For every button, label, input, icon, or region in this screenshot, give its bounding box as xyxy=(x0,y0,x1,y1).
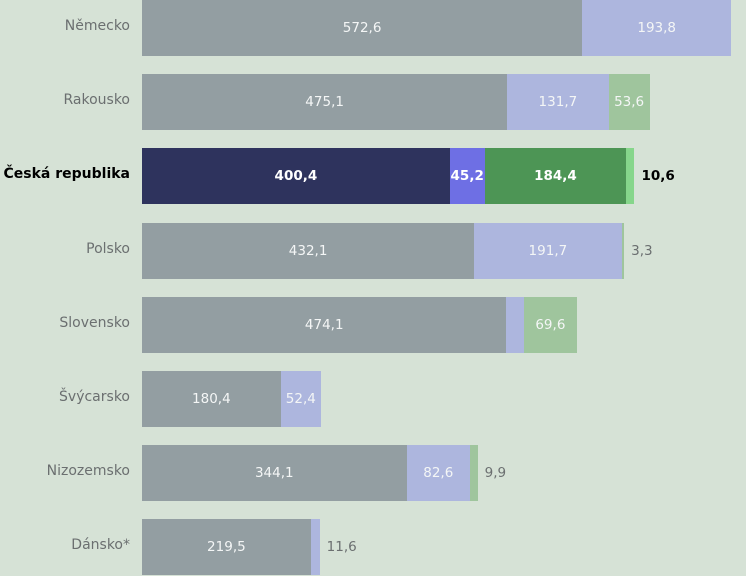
category-label-rakousko: Rakousko xyxy=(63,92,130,109)
value-label-slovensko-seg1: 474,1 xyxy=(304,316,344,333)
category-label-slovensko: Slovensko xyxy=(59,314,130,331)
bar-nizozemsko-seg2 xyxy=(406,445,471,502)
category-label-ceska-republika: Česká republika xyxy=(3,166,131,183)
value-label-rakousko-seg1: 475,1 xyxy=(305,94,344,111)
category-label-polsko: Polsko xyxy=(86,240,130,257)
value-label-ceska-republika-seg4: 10,6 xyxy=(641,168,675,185)
bar-slovensko-seg1 xyxy=(142,296,507,353)
value-label-svycarsko-seg2: 52,4 xyxy=(285,391,316,407)
bar-ceska-republika-seg3 xyxy=(484,148,627,205)
bar-slovensko-seg3 xyxy=(523,296,578,353)
bar-svycarsko-seg1 xyxy=(142,371,281,427)
bar-rakousko-seg1 xyxy=(142,74,508,131)
bar-nemecko-seg1 xyxy=(142,0,583,56)
value-label-rakousko-seg2: 131,7 xyxy=(538,94,578,111)
value-label-polsko-seg2: 191,7 xyxy=(528,242,568,259)
bar-ceska-republika-seg4 xyxy=(626,148,635,205)
value-label-nizozemsko-seg3: 9,9 xyxy=(484,465,507,482)
value-label-dansko-seg2: 11,6 xyxy=(326,539,357,556)
bar-svycarsko-seg2 xyxy=(280,371,321,427)
category-label-svycarsko: Švýcarsko xyxy=(59,389,130,405)
value-label-rakousko-seg3: 53,6 xyxy=(614,94,645,111)
value-label-ceska-republika-seg2: 45,2 xyxy=(450,168,484,185)
value-label-svycarsko-seg1: 180,4 xyxy=(192,391,231,407)
bar-slovensko-seg2 xyxy=(506,296,524,353)
value-label-nemecko-seg2: 193,8 xyxy=(637,20,677,36)
bar-dansko-seg2 xyxy=(310,519,320,576)
bar-nizozemsko-seg3 xyxy=(470,445,478,502)
bar-polsko-seg1 xyxy=(142,222,475,279)
category-label-dansko: Dánsko* xyxy=(71,537,130,554)
bar-nizozemsko-seg1 xyxy=(142,445,407,502)
bar-ceska-republika-seg1 xyxy=(142,148,450,205)
value-label-polsko-seg3: 3,3 xyxy=(631,242,653,259)
bar-rakousko-seg2 xyxy=(507,74,609,131)
value-label-ceska-republika-seg1: 400,4 xyxy=(274,168,318,185)
bar-nemecko-seg2 xyxy=(582,0,732,56)
value-label-nemecko-seg1: 572,6 xyxy=(342,20,382,36)
value-label-slovensko-seg3: 69,6 xyxy=(535,316,566,333)
value-label-dansko-seg1: 219,5 xyxy=(207,539,246,556)
value-label-nizozemsko-seg2: 82,6 xyxy=(423,465,454,482)
value-label-ceska-republika-seg3: 184,4 xyxy=(534,168,577,185)
category-label-nemecko: Německo xyxy=(64,18,130,34)
bar-rakousko-seg3 xyxy=(608,74,650,131)
bar-dansko-seg1 xyxy=(142,519,311,576)
bar-ceska-republika-seg2 xyxy=(449,148,485,205)
bar-polsko-seg3 xyxy=(621,222,625,279)
value-label-polsko-seg1: 432,1 xyxy=(288,242,328,259)
value-label-nizozemsko-seg1: 344,1 xyxy=(254,465,294,482)
category-label-nizozemsko: Nizozemsko xyxy=(46,463,130,480)
bar-polsko-seg2 xyxy=(474,222,622,279)
